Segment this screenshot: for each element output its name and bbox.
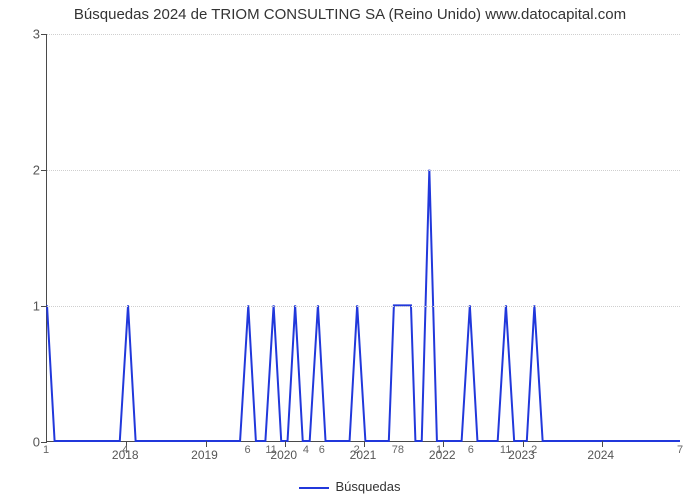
chart-title: Búsquedas 2024 de TRIOM CONSULTING SA (R… [0, 6, 700, 23]
legend-swatch [299, 487, 329, 489]
ytick-label: 0 [10, 435, 40, 450]
ytick-mark [41, 34, 47, 35]
xtick-mark [364, 441, 365, 447]
line-series [47, 34, 680, 441]
xtick-mark [285, 441, 286, 447]
chart-container: { "chart": { "type": "line", "title": "B… [0, 0, 700, 500]
xtick-mark [523, 441, 524, 447]
ytick-label: 3 [10, 27, 40, 42]
value-label: 2 [531, 444, 537, 456]
xtick-year-label: 2019 [191, 448, 218, 462]
ytick-mark [41, 170, 47, 171]
xtick-mark [206, 441, 207, 447]
value-label: 11 [500, 444, 511, 456]
gridline [47, 34, 680, 35]
legend: Búsquedas [0, 479, 700, 494]
gridline [47, 306, 680, 307]
value-label: 11 [265, 444, 276, 456]
plot-area [46, 34, 680, 442]
ytick-label: 2 [10, 163, 40, 178]
value-label: 6 [468, 444, 474, 456]
xtick-mark [602, 441, 603, 447]
value-label: 4 [122, 444, 128, 456]
legend-label: Búsquedas [335, 479, 400, 494]
value-label: 4 [303, 444, 309, 456]
value-label: 7 [677, 444, 683, 456]
xtick-year-label: 2022 [429, 448, 456, 462]
xtick-mark [443, 441, 444, 447]
ytick-label: 1 [10, 299, 40, 314]
value-label: 1 [43, 444, 49, 456]
gridline [47, 170, 680, 171]
value-label: 2 [354, 444, 360, 456]
ytick-mark [41, 442, 47, 443]
xtick-year-label: 2024 [587, 448, 614, 462]
value-label: 6 [319, 444, 325, 456]
value-label: 78 [392, 444, 404, 456]
value-label: 6 [245, 444, 251, 456]
ytick-mark [41, 306, 47, 307]
value-label: 1 [436, 444, 442, 456]
